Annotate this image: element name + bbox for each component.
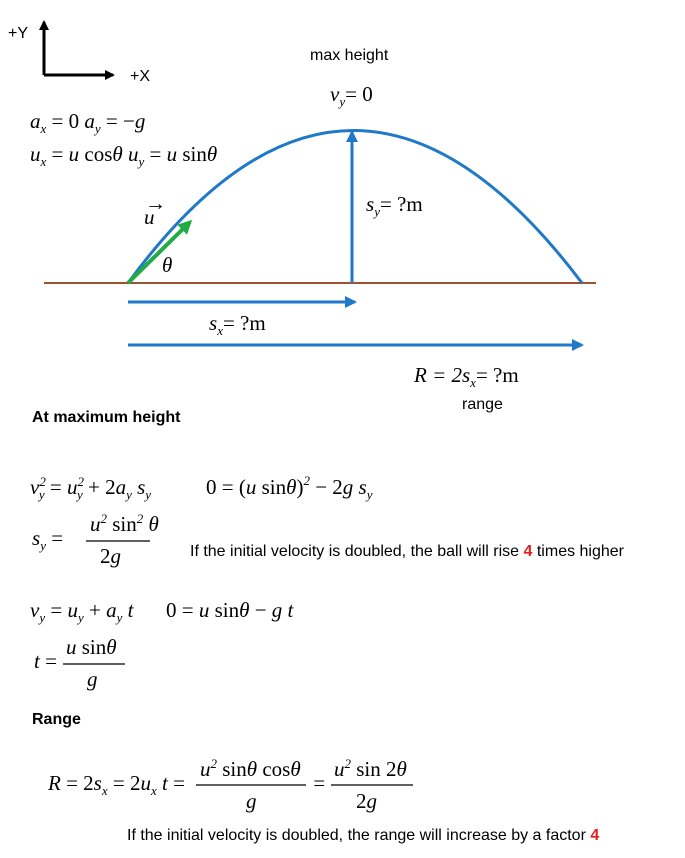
sy-formula-numerator: u2 sin2 θ	[90, 511, 159, 536]
range-formula-equals: =	[312, 771, 326, 795]
range-factor: 4	[590, 827, 600, 844]
max-height-label: max height	[310, 47, 389, 64]
u-vector-label: u	[144, 205, 155, 229]
range-formula-numerator-1: u2 sinθ cosθ	[200, 756, 301, 781]
x-axis-label: +X	[130, 68, 150, 85]
acceleration-eq: ax = 0 ay = −g	[30, 109, 145, 136]
range-section-title: Range	[32, 711, 81, 728]
range-formula-denominator-2: 2g	[356, 789, 377, 813]
range-equation: R = 2sx= ?m	[413, 363, 519, 390]
u-vector-symbol: u	[144, 205, 155, 229]
range-label: range	[462, 396, 503, 413]
max-height-section-title: At maximum height	[32, 409, 181, 426]
sx-label: sx= ?m	[209, 311, 266, 338]
theta-label: θ	[162, 253, 172, 277]
height-doubling-note: If the initial velocity is doubled, the …	[190, 543, 624, 561]
height-note-pre: If the initial velocity is doubled, the …	[190, 543, 520, 560]
vy-squared-sub-eq: 0 = (u sinθ)2 − 2g sy	[206, 473, 373, 502]
vy-top-eq: vy= 0	[330, 82, 373, 109]
sy-formula-lhs: sy =	[32, 526, 63, 553]
sy-label: sy= ?m	[366, 192, 423, 219]
t-formula-lhs: t =	[34, 649, 57, 673]
initial-velocity-arrow	[126, 219, 193, 285]
vy-time-sub-eq: 0 = u sinθ − g t	[166, 598, 295, 622]
u-vector-arrow: →	[145, 191, 166, 215]
sy-formula-denominator: 2g	[100, 544, 121, 568]
vy-time-eq: vy = uy + ay t	[30, 598, 135, 625]
initial-components-eq: ux = u cosθ uy = u sinθ	[30, 142, 217, 169]
y-axis-label: +Y	[8, 25, 28, 42]
vy-squared-eq: v2 y = u2 y + 2ay sy	[30, 474, 151, 502]
height-factor: 4	[523, 543, 533, 560]
range-doubling-note: If the initial velocity is doubled, the …	[127, 827, 599, 845]
height-note-post: times higher	[536, 543, 625, 560]
range-formula-lhs: R = 2sx = 2ux t =	[47, 771, 185, 798]
t-formula-denominator: g	[87, 667, 98, 691]
t-formula-numerator: u sinθ	[66, 635, 117, 659]
range-formula-numerator-2: u2 sin 2θ	[334, 756, 407, 781]
range-formula-denominator-1: g	[246, 789, 257, 813]
range-note-pre: If the initial velocity is doubled, the …	[127, 827, 586, 844]
coordinate-axes: +Y +X	[8, 20, 150, 85]
